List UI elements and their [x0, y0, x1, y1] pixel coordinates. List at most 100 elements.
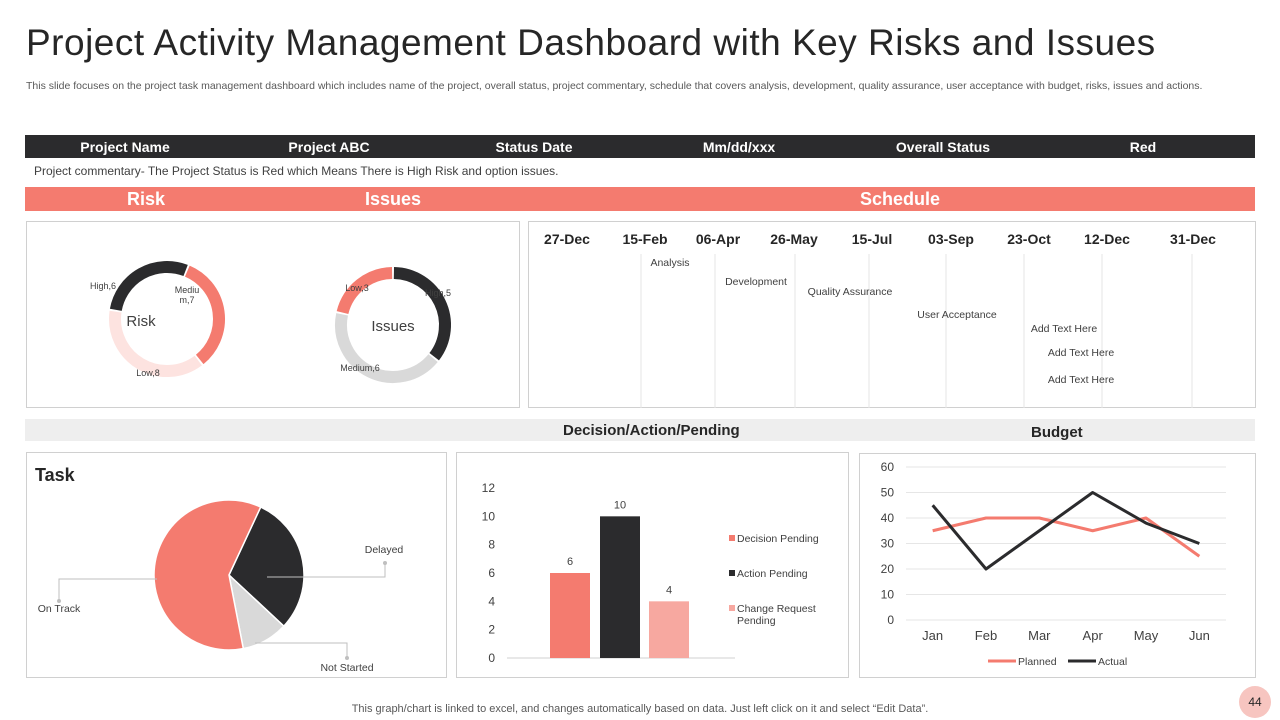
- schedule-timeline: 27-Dec 15-Feb 06-Apr 26-May 15-Jul 03-Se…: [544, 231, 1216, 408]
- task-label-on-track: On Track: [38, 603, 81, 615]
- donut-segment-medium: [335, 313, 438, 383]
- issues-label-low: Low,3: [345, 283, 369, 293]
- schedule-date: 23-Oct: [1007, 231, 1051, 247]
- line-chart-axis: 0 10 20 30 40 50 60 Jan Feb Mar Apr May Jun: [881, 460, 1226, 643]
- legend-label-planned: Planned: [1018, 656, 1057, 668]
- section-header-bar: Risk Issues Schedule: [25, 187, 1255, 211]
- schedule-item-development: Development: [725, 276, 787, 288]
- overall-status-label: Overall Status: [895, 138, 991, 155]
- status-date-value: Mm/dd/xxx: [702, 138, 776, 155]
- schedule-item-add-text: Add Text Here: [1048, 347, 1115, 359]
- y-tick-label: 2: [488, 623, 495, 637]
- y-tick-label: 6: [488, 566, 495, 580]
- bar-data-label: 6: [567, 556, 573, 568]
- y-tick-label: 60: [881, 460, 895, 474]
- leader-line-on-track: [58, 578, 157, 601]
- risk-donut-center-label: Risk: [126, 313, 156, 330]
- schedule-gridlines: [640, 254, 1193, 408]
- y-tick-label: 0: [887, 613, 894, 627]
- schedule-panel: 27-Dec 15-Feb 06-Apr 26-May 15-Jul 03-Se…: [528, 221, 1256, 408]
- leader-line-not-started: [255, 642, 348, 658]
- task-panel: Task Delayed Not Started On Track: [26, 452, 447, 678]
- risk-issues-panel: Risk Issues High,6 Mediu m,7 Low,8 High,…: [26, 221, 520, 408]
- risk-issues-charts[interactable]: Risk Issues High,6 Mediu m,7 Low,8 High,…: [27, 222, 521, 409]
- schedule-date: 03-Sep: [928, 231, 974, 247]
- legend-label-actual: Actual: [1098, 656, 1127, 668]
- project-info-bar: Project Name Project ABC Status Date Mm/…: [25, 135, 1255, 158]
- issues-label-medium: Medium,6: [340, 363, 380, 373]
- schedule-date: 15-Feb: [622, 231, 667, 247]
- donut-segment-low: [109, 310, 202, 377]
- overall-status-value: Red: [1129, 138, 1157, 155]
- pie-slice-on-track: [153, 499, 262, 651]
- issues-label-high: High,5: [425, 288, 451, 298]
- task-pie-chart[interactable]: Task Delayed Not Started On Track: [27, 453, 448, 679]
- y-tick-label: 0: [488, 651, 495, 665]
- schedule-section-title: Schedule: [860, 189, 941, 209]
- y-tick-label: 20: [881, 562, 895, 576]
- schedule-date: 31-Dec: [1170, 231, 1216, 247]
- schedule-date: 06-Apr: [696, 231, 741, 247]
- donut-segment-medium: [184, 265, 225, 365]
- page-title: Project Activity Management Dashboard wi…: [26, 22, 1156, 63]
- y-tick-label: 8: [488, 538, 495, 552]
- y-tick-label: 10: [881, 588, 895, 602]
- task-title: Task: [35, 465, 76, 485]
- decision-bar-chart[interactable]: 0 2 4 6 8 10 12 6 10 4 Decision Pending Action P…: [457, 453, 850, 679]
- x-tick-label: Feb: [975, 628, 997, 643]
- y-tick-label: 4: [488, 594, 495, 608]
- legend-swatch-decision-pending: [729, 535, 735, 541]
- line-chart-series: [931, 491, 1201, 571]
- schedule-item-add-text: Add Text Here: [1031, 323, 1098, 335]
- donut-segment-high: [393, 267, 451, 361]
- schedule-item-analysis: Analysis: [650, 257, 689, 269]
- task-label-not-started: Not Started: [320, 662, 373, 674]
- series-line-actual: [931, 491, 1200, 571]
- donut-segment-low: [336, 267, 393, 315]
- decision-panel: 0 2 4 6 8 10 12 6 10 4 Decision Pending Action P…: [456, 452, 849, 678]
- page-subtitle: This slide focuses on the project task m…: [26, 80, 1203, 92]
- lower-section-bar: Decision/Action/Pending Budget: [25, 419, 1255, 441]
- issues-donut-chart: [335, 267, 451, 383]
- y-tick-label: 12: [482, 481, 496, 495]
- leader-dot-delayed: [383, 561, 387, 565]
- risk-label-low: Low,8: [136, 368, 160, 378]
- leader-dot-on-track: [57, 599, 61, 603]
- pie-slice-delayed: [228, 506, 305, 628]
- schedule-date: 26-May: [770, 231, 818, 247]
- y-tick-label: 50: [881, 486, 895, 500]
- legend-label-action-pending: Action Pending: [737, 568, 808, 580]
- schedule-item-add-text: Add Text Here: [1048, 374, 1115, 386]
- schedule-date: 12-Dec: [1084, 231, 1130, 247]
- schedule-item-quality-assurance: Quality Assurance: [808, 286, 893, 298]
- budget-header: Budget: [1031, 424, 1083, 441]
- project-name-value: Project ABC: [288, 138, 370, 155]
- risk-label-high: High,6: [90, 281, 116, 291]
- budget-panel: 0 10 20 30 40 50 60 Jan Feb Mar Apr May Jun Planned …: [859, 453, 1256, 678]
- schedule-date: 27-Dec: [544, 231, 590, 247]
- legend-label-change-request-line2: Pending: [737, 615, 776, 627]
- series-line-planned: [932, 516, 1201, 558]
- risk-section-title: Risk: [127, 189, 166, 209]
- risk-donut-chart: [109, 261, 225, 377]
- leader-dot-not-started: [345, 656, 349, 660]
- x-tick-label: Jan: [922, 628, 943, 643]
- y-tick-label: 40: [881, 511, 895, 525]
- page-number-badge: 44: [1239, 686, 1271, 718]
- leader-line-delayed: [267, 563, 386, 578]
- bar-data-label: 4: [666, 584, 672, 596]
- task-label-delayed: Delayed: [365, 544, 404, 556]
- x-tick-label: Jun: [1189, 628, 1210, 643]
- decision-header: Decision/Action/Pending: [563, 422, 740, 439]
- legend-label-change-request-line1: Change Request: [737, 603, 816, 615]
- schedule-item-user-acceptance: User Acceptance: [917, 309, 997, 321]
- y-tick-label: 30: [881, 537, 895, 551]
- bar-2: [649, 601, 689, 658]
- status-date-label: Status Date: [495, 138, 573, 155]
- footer-note: This graph/chart is linked to excel, and…: [351, 703, 929, 715]
- bar-chart-bars: 6 10 4: [550, 499, 689, 658]
- bar-data-label: 10: [614, 499, 626, 511]
- project-commentary: Project commentary- The Project Status i…: [34, 164, 559, 178]
- issues-section-title: Issues: [365, 189, 422, 209]
